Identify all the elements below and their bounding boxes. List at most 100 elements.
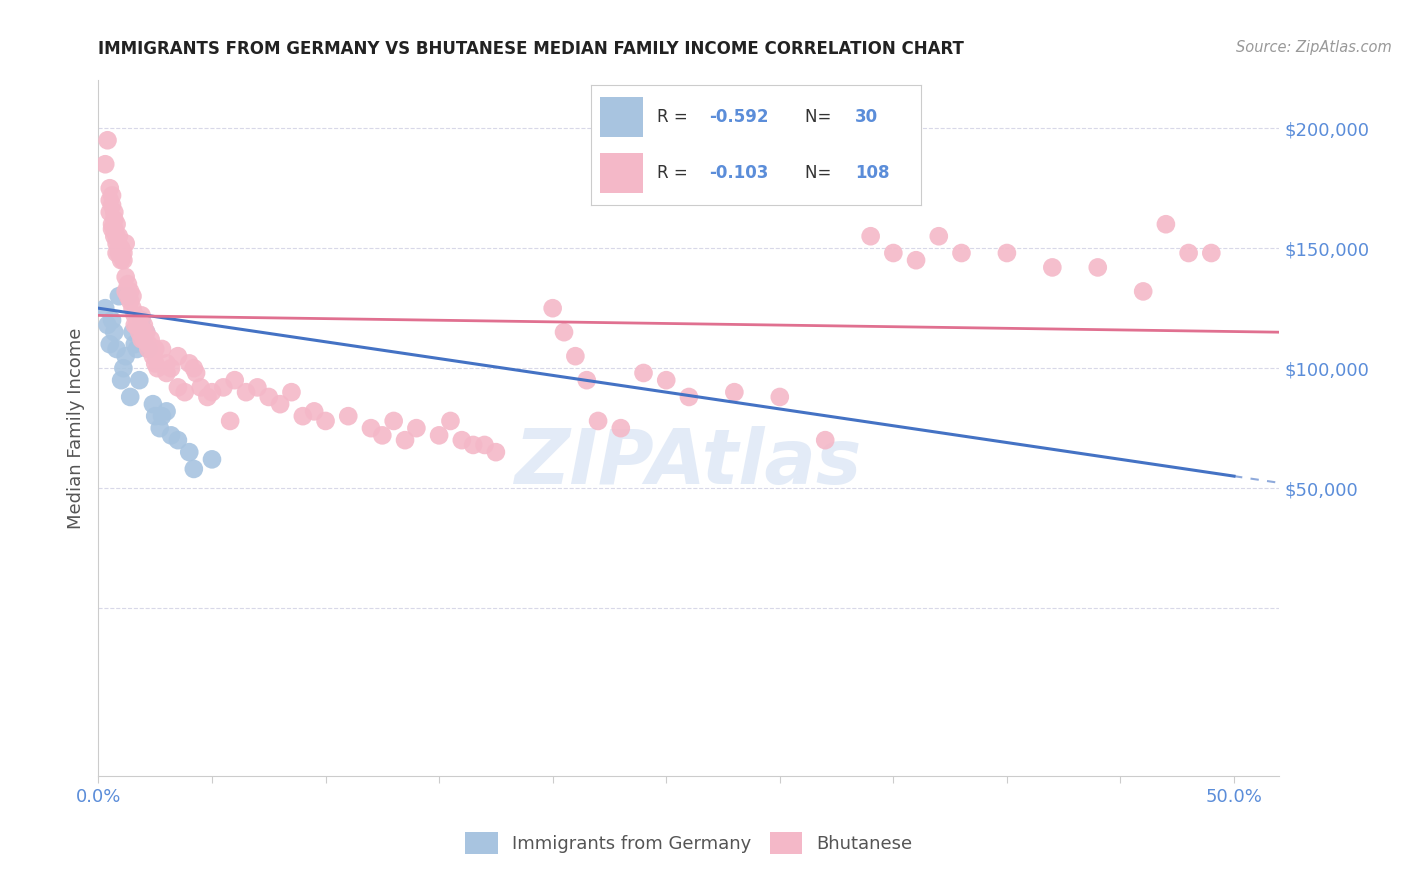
Point xyxy=(108,289,131,303)
Point xyxy=(235,385,257,400)
Point xyxy=(98,337,121,351)
Point xyxy=(150,342,173,356)
Point xyxy=(882,246,904,260)
Point xyxy=(371,428,394,442)
Point xyxy=(124,337,146,351)
Text: 108: 108 xyxy=(855,164,890,182)
Text: 30: 30 xyxy=(855,108,877,126)
Text: R =: R = xyxy=(657,164,693,182)
Point xyxy=(173,385,195,400)
Point xyxy=(201,385,224,400)
Point xyxy=(678,390,700,404)
Point xyxy=(96,133,118,147)
Point xyxy=(224,373,246,387)
Point xyxy=(149,421,172,435)
Point xyxy=(94,301,117,316)
Point xyxy=(131,309,153,323)
Point xyxy=(138,342,160,356)
Point xyxy=(98,205,121,219)
Point xyxy=(427,428,450,442)
Point xyxy=(128,325,150,339)
Point xyxy=(1087,260,1109,275)
Text: -0.592: -0.592 xyxy=(710,108,769,126)
Point xyxy=(125,318,148,332)
Point xyxy=(150,409,173,424)
Point xyxy=(117,289,139,303)
Point xyxy=(114,349,136,363)
Point xyxy=(197,390,219,404)
Point xyxy=(814,433,837,447)
Point xyxy=(463,438,485,452)
Point xyxy=(143,356,166,370)
Point xyxy=(105,217,128,231)
Point xyxy=(110,246,132,260)
Text: IMMIGRANTS FROM GERMANY VS BHUTANESE MEDIAN FAMILY INCOME CORRELATION CHART: IMMIGRANTS FROM GERMANY VS BHUTANESE MED… xyxy=(98,40,965,58)
Point xyxy=(108,229,131,244)
Point xyxy=(179,356,201,370)
Point xyxy=(291,409,314,424)
Point xyxy=(105,246,128,260)
Point xyxy=(131,313,153,327)
Point xyxy=(120,285,142,299)
Point xyxy=(183,462,205,476)
Point xyxy=(101,188,124,202)
Point xyxy=(995,246,1018,260)
Point xyxy=(135,325,157,339)
Point xyxy=(121,289,143,303)
Point xyxy=(125,342,148,356)
Point xyxy=(142,397,165,411)
Point xyxy=(179,445,201,459)
Point xyxy=(160,361,183,376)
Point xyxy=(98,181,121,195)
Point xyxy=(219,414,242,428)
Point xyxy=(439,414,461,428)
Point xyxy=(128,318,150,332)
Y-axis label: Median Family Income: Median Family Income xyxy=(66,327,84,529)
Point xyxy=(541,301,564,316)
Point xyxy=(132,318,155,332)
Point xyxy=(112,253,135,268)
Point xyxy=(905,253,928,268)
Point xyxy=(138,342,160,356)
Bar xyxy=(600,97,644,136)
Point xyxy=(124,318,146,332)
Point xyxy=(655,373,678,387)
Point xyxy=(269,397,291,411)
Point xyxy=(114,270,136,285)
Point xyxy=(105,229,128,244)
Point xyxy=(101,198,124,212)
Point xyxy=(394,433,416,447)
Point xyxy=(114,285,136,299)
Text: ZIPAtlas: ZIPAtlas xyxy=(515,426,863,500)
Point xyxy=(146,361,169,376)
Point xyxy=(1040,260,1063,275)
Point xyxy=(117,289,139,303)
Point xyxy=(105,236,128,251)
Legend: Immigrants from Germany, Bhutanese: Immigrants from Germany, Bhutanese xyxy=(458,824,920,861)
Point xyxy=(1177,246,1199,260)
Point xyxy=(723,385,745,400)
Point xyxy=(110,241,132,255)
Point xyxy=(110,253,132,268)
Point xyxy=(121,325,143,339)
Point xyxy=(112,361,135,376)
Point xyxy=(1154,217,1177,231)
Point xyxy=(586,414,609,428)
Point xyxy=(167,349,190,363)
Point xyxy=(120,293,142,308)
Point xyxy=(143,409,166,424)
Point xyxy=(610,421,633,435)
Point xyxy=(112,246,135,260)
Point xyxy=(315,414,337,428)
Point xyxy=(101,217,124,231)
Point xyxy=(101,313,124,327)
Point xyxy=(105,342,128,356)
Point xyxy=(101,222,124,236)
Point xyxy=(142,349,165,363)
Point xyxy=(1132,285,1154,299)
Point xyxy=(246,380,269,394)
Point xyxy=(575,373,598,387)
Point xyxy=(128,373,150,387)
Point xyxy=(474,438,496,452)
Point xyxy=(167,433,190,447)
